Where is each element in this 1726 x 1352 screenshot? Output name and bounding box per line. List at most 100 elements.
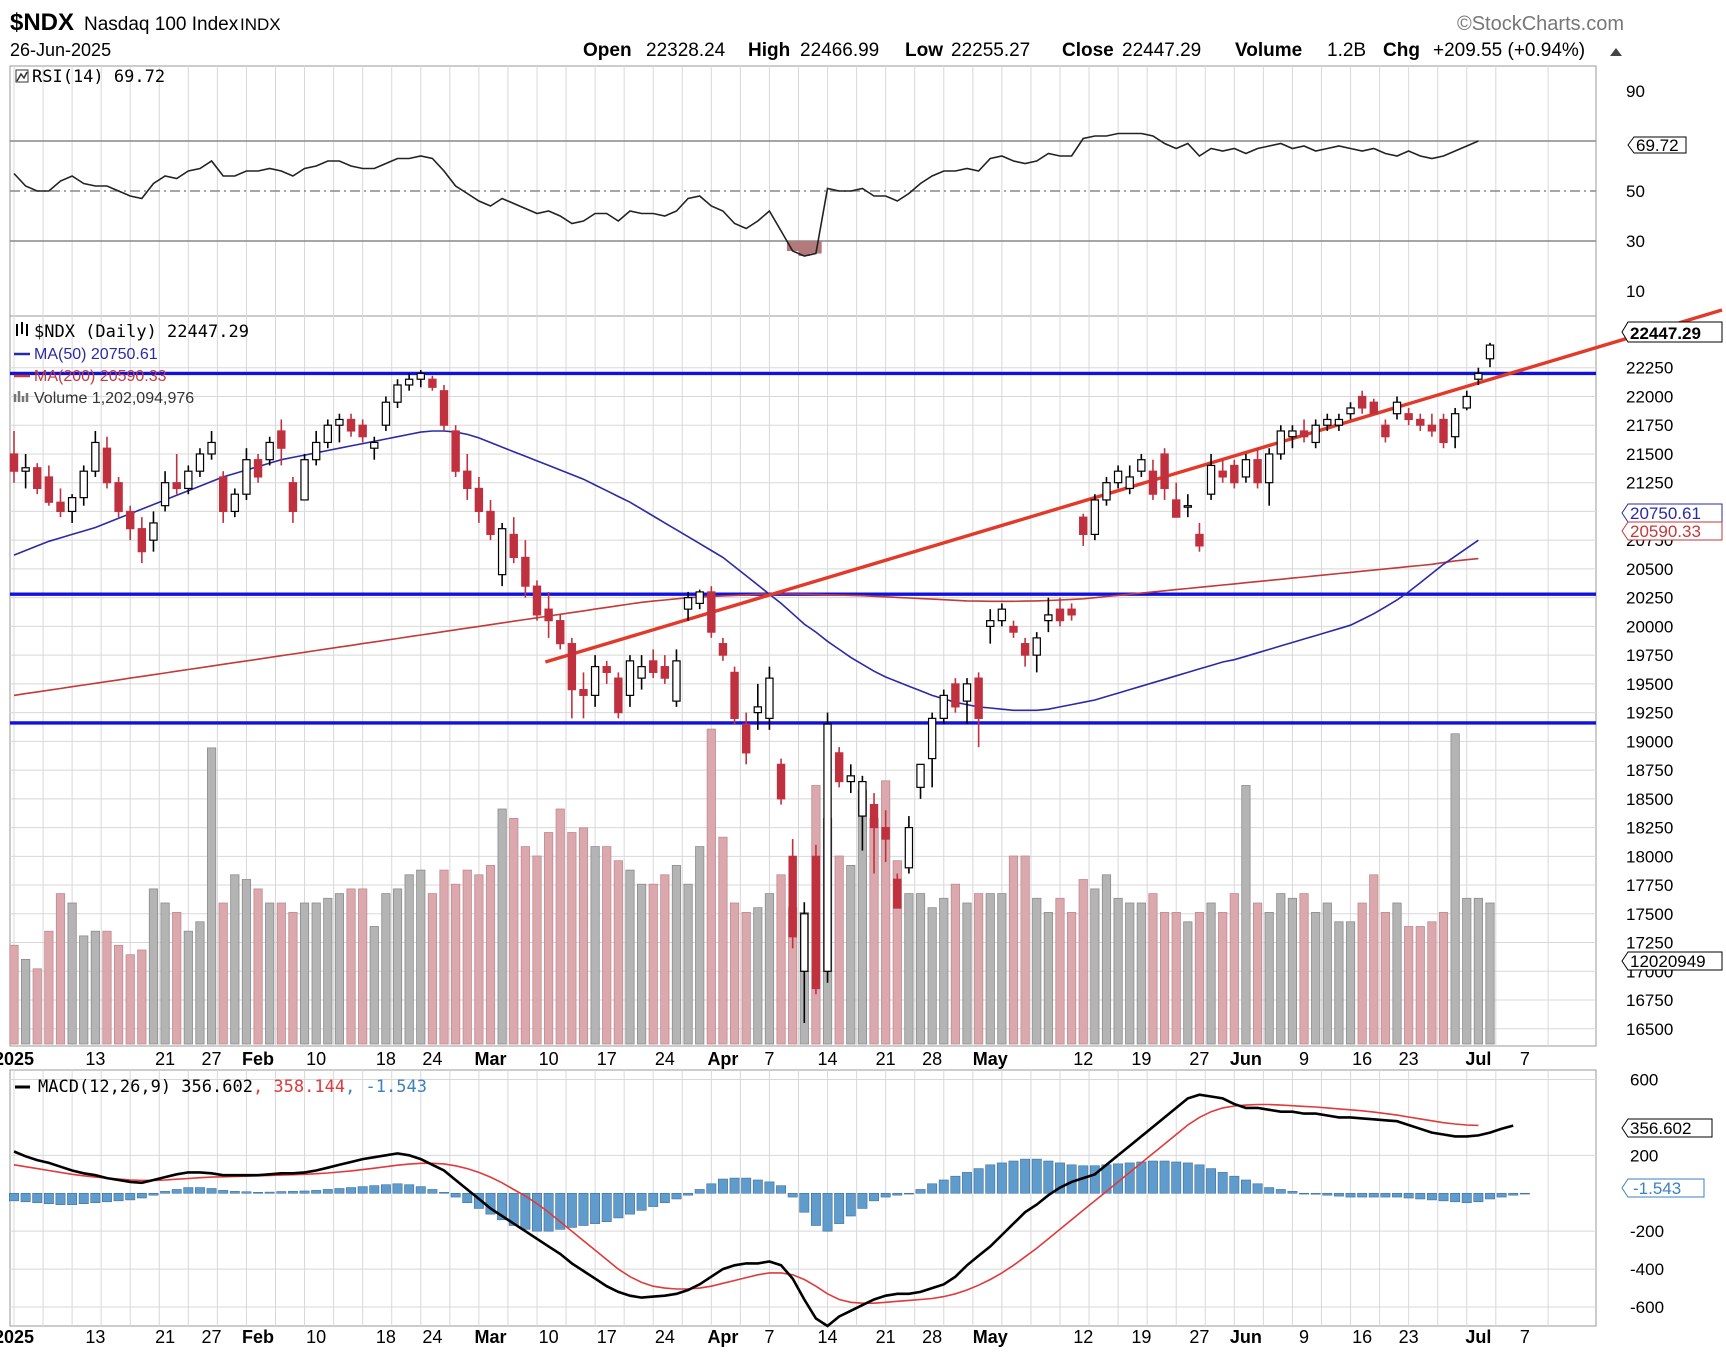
x-axis-label: Jul <box>1465 1327 1491 1347</box>
candle-body <box>1218 470 1227 478</box>
x-axis-label: 28 <box>922 1049 942 1069</box>
macd-hist-bar <box>1473 1192 1484 1203</box>
candle <box>21 453 30 489</box>
macd-hist-bar <box>938 1179 949 1194</box>
candle <box>126 505 135 541</box>
macd-histogram <box>9 1158 1530 1232</box>
price-tick-label: 22250 <box>1626 359 1673 378</box>
macd-hist-bar <box>264 1191 275 1194</box>
candle <box>1357 390 1367 414</box>
stockcharts-logo: ©StockCharts.com <box>1457 13 1624 35</box>
x-axis-label: 14 <box>818 1327 838 1347</box>
volume-bar <box>1101 874 1112 1045</box>
candle <box>1323 413 1332 431</box>
candle-body <box>672 660 681 702</box>
volume-tag: 12020949 <box>1630 952 1706 971</box>
macd-hist-bar <box>625 1192 635 1215</box>
volume-bar <box>590 846 600 1045</box>
candle <box>1288 425 1297 449</box>
x-axis-label: 2025 <box>0 1327 34 1347</box>
candle <box>962 678 972 725</box>
candle-body <box>951 683 960 708</box>
price-tick-label: 20250 <box>1626 589 1673 608</box>
volume-bar <box>451 883 461 1045</box>
volume-bar <box>218 902 228 1045</box>
candle-body <box>1427 424 1437 432</box>
candle-body <box>195 453 205 472</box>
candle <box>1020 637 1030 667</box>
chg-label: Chg <box>1383 40 1420 61</box>
macd-hist-bar <box>229 1191 240 1194</box>
candle-body <box>300 459 309 501</box>
macd-hist-bar <box>1508 1192 1519 1196</box>
macd-hist-bar <box>67 1192 78 1205</box>
x-axis-label: 21 <box>155 1327 175 1347</box>
candle <box>102 436 112 489</box>
price-tick-label: 17500 <box>1626 905 1673 924</box>
x-axis-label: Jun <box>1230 1049 1262 1069</box>
macd-hist-bar <box>1287 1191 1298 1194</box>
macd-hist-bar <box>648 1192 659 1207</box>
candle-body <box>1055 608 1065 622</box>
candle-body <box>1462 395 1471 409</box>
x-axis-label: 9 <box>1299 1049 1309 1069</box>
macd-hist-bar <box>1182 1162 1193 1194</box>
open-value: 22328.24 <box>646 40 726 61</box>
macd-hist-tag-box <box>1621 1178 1705 1198</box>
candle <box>939 689 948 725</box>
volume-layer <box>9 728 1495 1045</box>
candle-body <box>67 497 77 513</box>
candle-body <box>811 855 821 990</box>
candle <box>1299 419 1309 443</box>
macd-signal-line <box>13 1103 1479 1304</box>
x-axis-label: 14 <box>818 1049 838 1069</box>
candle-body <box>1160 453 1169 490</box>
macd-hist-bar <box>1020 1158 1031 1194</box>
candle-body <box>277 430 286 449</box>
candle-body <box>1334 418 1344 426</box>
price-tick-label: 21500 <box>1626 445 1673 464</box>
candles <box>9 342 1495 1024</box>
volume-bar <box>1485 902 1495 1045</box>
macd-line <box>13 1093 1514 1328</box>
price-tick-label: 18000 <box>1626 847 1673 866</box>
macd-hist-bar <box>136 1192 147 1199</box>
macd-hist-bar <box>903 1192 914 1195</box>
ma50-tag: 20750.61 <box>1630 504 1701 523</box>
candle <box>137 517 147 564</box>
ohlc-summary: Open 22328.24 High 22466.99 Low 22255.27… <box>583 40 1622 61</box>
candle-body <box>474 487 484 513</box>
macd-hist-bar <box>1159 1160 1170 1194</box>
chg-value: +209.55 (+0.94%) <box>1433 40 1585 61</box>
candle-body <box>788 855 797 938</box>
macd-hist-bar <box>90 1192 101 1204</box>
candle <box>986 609 995 644</box>
candle <box>1055 597 1065 627</box>
candle-body <box>44 476 54 503</box>
candle-body <box>21 467 30 472</box>
candle <box>1032 632 1041 673</box>
candle-body <box>776 763 786 800</box>
x-axis-label: 10 <box>306 1049 326 1069</box>
candle <box>602 660 611 684</box>
macd-hist-bar <box>1055 1162 1065 1194</box>
macd-hist-bar <box>822 1192 833 1232</box>
candle <box>881 810 890 863</box>
candle-body <box>707 591 716 633</box>
macd-hist-bar <box>892 1192 903 1196</box>
volume-bar <box>1462 897 1472 1045</box>
volume-bar <box>1020 855 1030 1045</box>
candle-body <box>939 694 948 719</box>
candle-body <box>428 378 437 388</box>
macd-hist-bar <box>659 1192 670 1204</box>
volume-bar <box>753 907 763 1045</box>
volume-bar <box>544 832 554 1045</box>
candle <box>649 649 658 679</box>
macd-hist-bar <box>1333 1192 1344 1197</box>
candle <box>1264 448 1274 506</box>
candle-body <box>242 459 251 495</box>
candle <box>393 379 402 408</box>
candle <box>160 471 170 512</box>
macd-hist-bar <box>497 1192 508 1221</box>
macd-hist-bar <box>43 1192 54 1204</box>
